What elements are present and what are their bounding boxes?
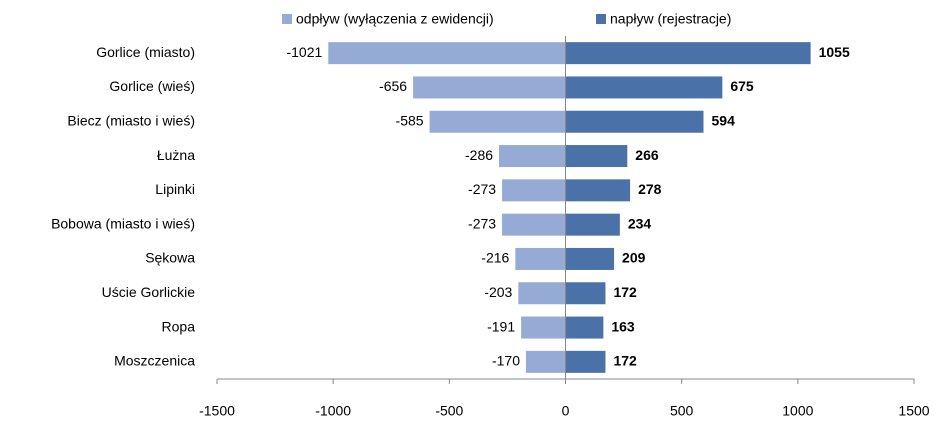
bar — [565, 179, 631, 202]
bar — [515, 247, 566, 270]
bar — [429, 110, 566, 133]
category-label: Gorlice (wieś) — [109, 78, 195, 94]
value-label: -286 — [465, 147, 493, 163]
bar — [565, 145, 628, 168]
value-label: 278 — [638, 181, 662, 197]
value-label: -170 — [492, 353, 520, 369]
bar — [565, 247, 615, 270]
value-label: -203 — [484, 284, 512, 300]
category-label: Moszczenica — [114, 353, 195, 369]
value-label: 172 — [613, 284, 637, 300]
bar — [565, 282, 606, 305]
value-label: -656 — [379, 78, 407, 94]
category-label: Gorlice (miasto) — [96, 44, 195, 60]
value-label: 172 — [613, 353, 637, 369]
value-label: 209 — [622, 250, 646, 266]
bar — [565, 213, 620, 236]
value-label: -273 — [468, 215, 496, 231]
x-tick-label: -1000 — [315, 403, 351, 419]
category-label: Lipinki — [155, 181, 195, 197]
x-tick-label: 500 — [670, 403, 694, 419]
value-label: 163 — [611, 318, 635, 334]
value-label: -273 — [468, 181, 496, 197]
x-tick-label: 1500 — [898, 403, 929, 419]
bar — [565, 316, 604, 339]
value-label: -216 — [481, 250, 509, 266]
bar — [565, 350, 606, 373]
bar — [413, 76, 566, 99]
category-label: Ropa — [162, 318, 196, 334]
value-label: -585 — [396, 112, 424, 128]
value-label: 594 — [712, 112, 736, 128]
bar — [521, 316, 566, 339]
x-tick-label: 1000 — [782, 403, 813, 419]
bar — [565, 110, 704, 133]
value-label: -1021 — [286, 44, 322, 60]
bar — [502, 213, 566, 236]
bar — [502, 179, 566, 202]
category-label: Sękowa — [145, 250, 195, 266]
value-label: 675 — [730, 78, 754, 94]
value-label: 234 — [628, 215, 652, 231]
x-tick-label: -500 — [435, 403, 463, 419]
category-label: Bobowa (miasto i wieś) — [51, 215, 195, 231]
bar — [328, 42, 566, 65]
legend-swatch — [596, 14, 606, 24]
bar — [565, 76, 723, 99]
category-label: Biecz (miasto i wieś) — [67, 112, 195, 128]
value-label: -191 — [487, 318, 515, 334]
x-tick-label: 0 — [562, 403, 570, 419]
category-label: Łużna — [157, 147, 195, 163]
bar — [565, 42, 811, 65]
bar — [499, 145, 566, 168]
bar — [526, 350, 566, 373]
value-label: 266 — [635, 147, 659, 163]
bar — [518, 282, 566, 305]
legend-label: napływ (rejestracje) — [610, 11, 731, 27]
x-tick-label: -1500 — [199, 403, 235, 419]
legend-label: odpływ (wyłączenia z ewidencji) — [296, 11, 494, 27]
value-label: 1055 — [819, 44, 850, 60]
category-label: Uście Gorlickie — [102, 284, 196, 300]
legend-swatch — [282, 14, 292, 24]
